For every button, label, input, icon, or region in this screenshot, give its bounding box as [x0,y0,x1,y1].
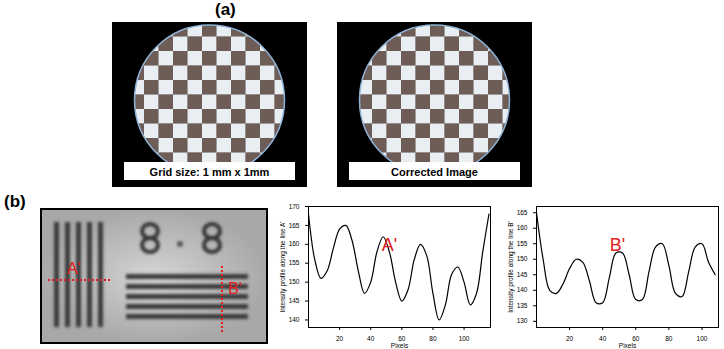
svg-text:145: 145 [517,271,528,278]
svg-text:130: 130 [517,317,528,324]
svg-text:Grid size: 1 mm x 1mm: Grid size: 1 mm x 1mm [150,166,270,178]
svg-text:100: 100 [459,335,470,342]
svg-text:40: 40 [367,335,375,342]
svg-text:145: 145 [289,297,300,304]
svg-text:Intensity profile along the li: Intensity profile along the line A' [279,221,287,312]
svg-text:140: 140 [289,316,300,323]
svg-text:80: 80 [429,335,437,342]
svg-text:150: 150 [289,278,300,285]
svg-text:135: 135 [517,302,528,309]
svg-text:20: 20 [336,335,344,342]
svg-text:165: 165 [517,209,528,216]
svg-text:B': B' [610,235,625,255]
html-text:(b): (b) [4,192,26,211]
svg-text:150: 150 [517,255,528,262]
svg-text:Corrected Image: Corrected Image [391,166,478,178]
svg-text:Intensity profile along the li: Intensity profile along the line B' [507,221,515,313]
html-text:(a): (a) [215,0,236,19]
svg-text:Pixels: Pixels [391,342,409,349]
svg-text:160: 160 [517,224,528,231]
svg-text:60: 60 [632,335,640,343]
svg-text:160: 160 [289,240,300,247]
svg-text:20: 20 [566,335,574,342]
svg-text:140: 140 [517,286,528,293]
svg-text:40: 40 [599,335,607,342]
svg-text:A': A' [382,235,397,255]
svg-text:170: 170 [289,203,300,210]
svg-text:B': B' [228,280,242,297]
svg-text:165: 165 [289,221,300,228]
svg-text:Pixels: Pixels [619,342,637,349]
svg-text:100: 100 [697,335,708,342]
svg-text:60: 60 [398,335,406,343]
svg-text:80: 80 [665,335,673,342]
svg-text:155: 155 [517,240,528,247]
svg-text:A': A' [67,260,81,277]
svg-text:155: 155 [289,259,300,266]
